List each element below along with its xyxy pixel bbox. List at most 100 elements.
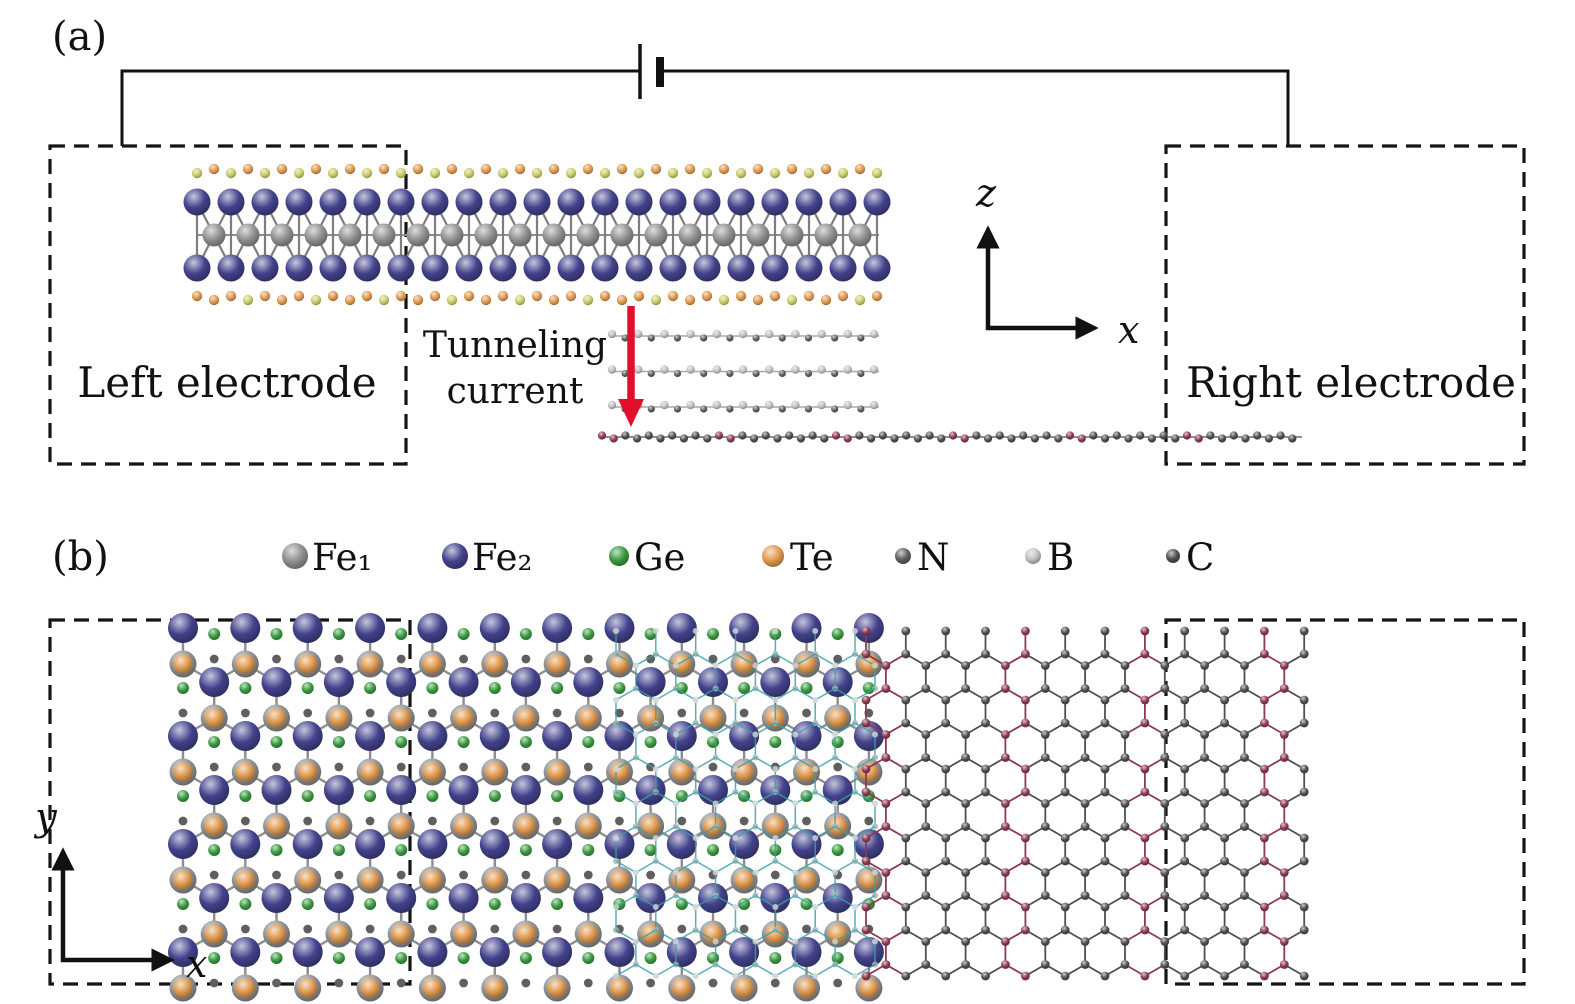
- c-atom: [1200, 891, 1209, 900]
- c-atom: [1299, 718, 1309, 728]
- b-overlay-atom: [812, 697, 819, 703]
- fe1-atom: [440, 223, 464, 247]
- fe2-atom: [659, 254, 687, 282]
- ge-atom: [769, 736, 782, 748]
- c-atom: [1060, 971, 1070, 981]
- ge-atom: [177, 898, 189, 910]
- b-atom: [765, 365, 774, 374]
- b-atom: [660, 365, 669, 374]
- c-atom: [981, 695, 990, 705]
- n-atom: [857, 369, 865, 378]
- c-atom: [1060, 649, 1070, 659]
- bond: [615, 722, 637, 736]
- c-atom: [921, 937, 931, 946]
- bond: [834, 687, 856, 701]
- ge-atom: [582, 844, 595, 856]
- n-dot: [209, 762, 219, 772]
- fe2-atom: [557, 254, 585, 282]
- fe2-atom: [448, 667, 479, 697]
- c-atom: [1060, 695, 1070, 705]
- c-atom: [1021, 649, 1030, 659]
- c-atom: [867, 434, 876, 443]
- c-atom: [1021, 856, 1030, 866]
- b-overlay-atom: [812, 904, 819, 910]
- b-overlay-atom: [692, 766, 699, 772]
- bond: [615, 894, 637, 908]
- fe1-atom: [610, 223, 634, 247]
- fe1-atom: [712, 223, 736, 247]
- ge-atom: [395, 628, 408, 640]
- n-dot: [428, 816, 437, 826]
- te-atom: [204, 924, 224, 944]
- c-atom: [961, 937, 970, 946]
- ge-atom: [644, 952, 657, 964]
- b-overlay-atom: [672, 662, 679, 669]
- te-bottom-dot: [565, 290, 577, 302]
- te-ge-top-dot: [667, 167, 679, 179]
- te-atom: [734, 654, 754, 674]
- fe2-atom: [698, 667, 728, 697]
- ge-atom: [613, 682, 626, 694]
- te-atom: [672, 762, 692, 782]
- bond: [675, 722, 697, 736]
- c-atom: [925, 431, 934, 440]
- n-dot: [708, 978, 718, 988]
- fe2-atom: [292, 829, 323, 859]
- fe2-atom: [479, 829, 510, 859]
- c-atom: [901, 856, 911, 866]
- fe2-atom: [230, 937, 261, 967]
- c-atom: [1089, 431, 1098, 440]
- bond: [775, 653, 796, 667]
- c-atom: [1040, 891, 1050, 900]
- b-overlay-atom: [772, 697, 779, 703]
- te-atom: [329, 708, 349, 728]
- c-atom: [1171, 434, 1180, 443]
- te-ge-top-dot: [803, 167, 815, 179]
- bond: [715, 687, 736, 701]
- c-atom: [1140, 833, 1150, 843]
- c-atom: [609, 434, 618, 443]
- c-atom: [901, 787, 911, 797]
- n-dot: [334, 870, 344, 880]
- fe2-atom: [319, 188, 347, 216]
- fe2-atom: [604, 829, 635, 859]
- bond: [854, 756, 876, 770]
- te-bottom-dot: [718, 294, 730, 306]
- c-atom: [855, 431, 864, 440]
- te-bottom-dot: [497, 290, 509, 302]
- fe1-atom: [848, 223, 872, 247]
- fe2-atom: [729, 613, 760, 643]
- n-dot: [521, 978, 531, 988]
- c-atom: [679, 434, 689, 443]
- c-atom: [901, 649, 911, 659]
- b-overlay-atom: [692, 973, 699, 979]
- te-bottom-dot: [599, 290, 611, 302]
- bond: [615, 791, 637, 805]
- bond: [814, 722, 836, 736]
- n-atom: [804, 334, 813, 342]
- c-atom: [995, 431, 1004, 440]
- te-ge-top-dot: [446, 163, 458, 175]
- ge-atom: [364, 898, 377, 910]
- c-atom: [941, 902, 951, 912]
- circuit-wire-right: [660, 69, 1290, 146]
- c-atom: [901, 695, 911, 705]
- n-dot: [334, 978, 344, 988]
- b-overlay-atom: [792, 800, 799, 807]
- c-atom: [1040, 937, 1050, 946]
- te-atom: [734, 870, 754, 890]
- te-atom: [267, 924, 286, 944]
- fe2-atom: [557, 188, 585, 216]
- b-overlay-atom: [652, 628, 659, 634]
- n-atom: [831, 405, 839, 413]
- c-atom: [1124, 434, 1133, 443]
- bond: [814, 860, 836, 874]
- c-atom: [1240, 661, 1249, 670]
- n-dot: [646, 978, 655, 988]
- c-atom: [644, 431, 653, 440]
- te-atom: [485, 762, 505, 782]
- bond: [794, 929, 816, 943]
- te-atom: [391, 708, 411, 728]
- bond: [715, 756, 736, 770]
